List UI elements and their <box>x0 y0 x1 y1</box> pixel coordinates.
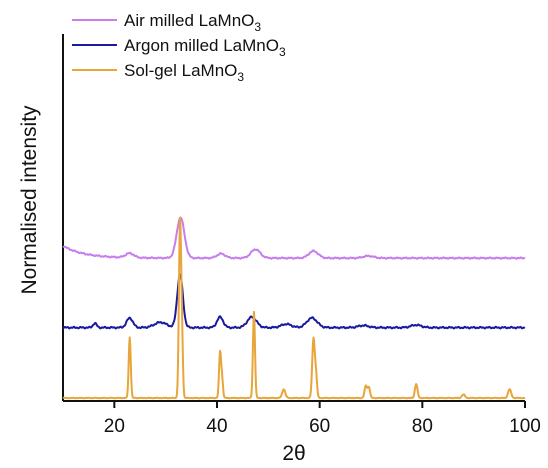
legend-label-subscript: 3 <box>237 70 244 84</box>
series-line-0 <box>62 216 526 260</box>
legend-label-subscript: 3 <box>279 45 286 59</box>
legend-label-text: Argon milled LaMnO <box>124 36 279 55</box>
x-axis-label: 2θ <box>282 442 305 465</box>
legend-label-text: Air milled LaMnO <box>124 11 254 30</box>
legend-label-1: Argon milled LaMnO3 <box>124 36 286 59</box>
series-line-2 <box>62 216 526 400</box>
x-tick-label: 60 <box>309 416 330 437</box>
series-lines <box>62 216 526 400</box>
legend-label-text: Sol-gel LaMnO <box>124 61 237 80</box>
y-axis-label: Normalised intensity <box>18 105 41 295</box>
x-tick-label: 20 <box>104 416 125 437</box>
legend-label-2: Sol-gel LaMnO3 <box>124 61 244 84</box>
x-tick-label: 40 <box>206 416 227 437</box>
legend-label-subscript: 3 <box>254 20 261 34</box>
legend-label-0: Air milled LaMnO3 <box>124 11 261 34</box>
x-ticks: 20 40 60 80 100 <box>104 401 541 437</box>
series-line-1 <box>62 273 526 330</box>
x-tick-label: 80 <box>412 416 433 437</box>
x-tick-label: 100 <box>509 416 541 437</box>
